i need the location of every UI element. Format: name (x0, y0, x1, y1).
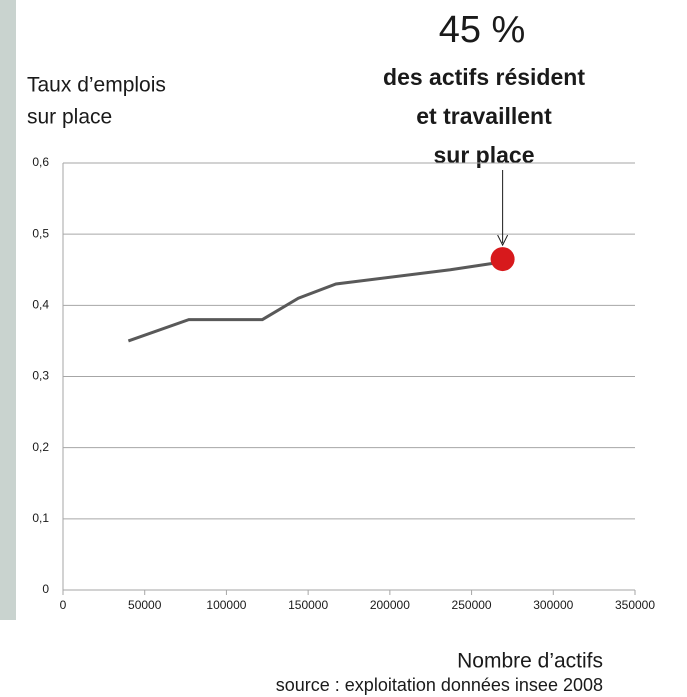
data-line (128, 263, 497, 341)
y-tick-label: 0,3 (32, 369, 49, 383)
highlight-point (491, 247, 515, 271)
annotation-line: des actifs résident (383, 64, 585, 90)
annotation-headline: 45 % (439, 9, 526, 51)
y-tick-label: 0 (42, 582, 49, 596)
y-tick-label: 0,4 (32, 298, 49, 312)
source-note: source : exploitation données insee 2008 (276, 675, 603, 695)
y-tick-label: 0,1 (32, 511, 49, 525)
x-tick-label: 50000 (128, 598, 162, 612)
x-tick-label: 250000 (452, 598, 492, 612)
side-decoration (0, 0, 16, 620)
x-tick-label: 0 (60, 598, 67, 612)
annotation-line: sur place (434, 142, 535, 168)
x-tick-label: 100000 (206, 598, 246, 612)
x-tick-label: 300000 (533, 598, 573, 612)
x-tick-label: 350000 (615, 598, 655, 612)
chart: Taux d’emplois sur place 45 % des actifs… (0, 0, 687, 697)
annotation-line: et travaillent (416, 103, 552, 129)
y-axis-label: sur place (27, 106, 112, 129)
x-axis-label: Nombre d’actifs (457, 650, 603, 673)
y-tick-label: 0,5 (32, 226, 49, 240)
x-tick-label: 150000 (288, 598, 328, 612)
y-tick-label: 0,6 (32, 155, 49, 169)
y-tick-label: 0,2 (32, 440, 49, 454)
y-axis-label: Taux d’emplois (27, 74, 166, 97)
x-tick-label: 200000 (370, 598, 410, 612)
